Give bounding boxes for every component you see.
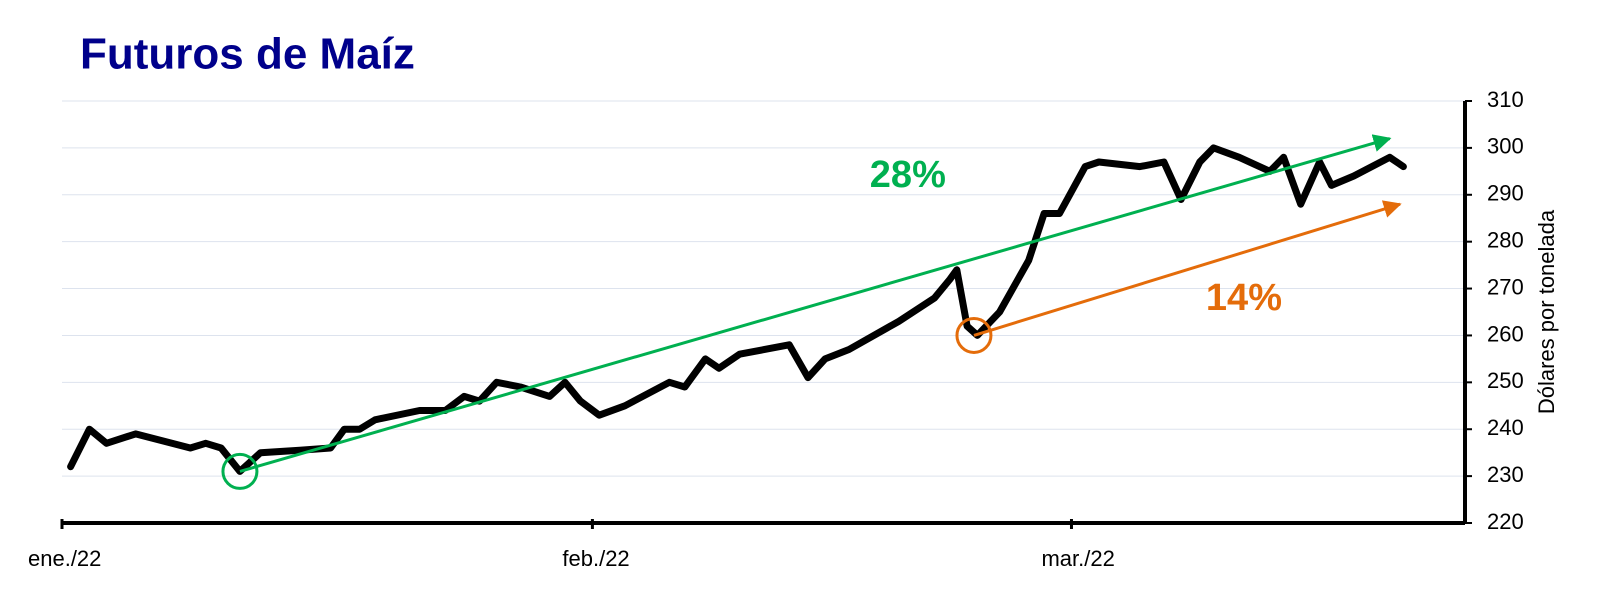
x-tick-label: ene./22 [28, 546, 101, 571]
y-tick-label: 280 [1487, 227, 1524, 252]
annotation: 28% [870, 154, 946, 196]
y-tick-label: 250 [1487, 368, 1524, 393]
annotation: 14% [1206, 277, 1282, 319]
y-tick-label: 310 [1487, 87, 1524, 112]
y-tick-label: 290 [1487, 181, 1524, 206]
start-marker [955, 316, 993, 354]
y-tick-label: 230 [1487, 462, 1524, 487]
start-marker [221, 452, 259, 490]
x-tick-label: mar./22 [1041, 546, 1114, 571]
y-tick-label: 270 [1487, 274, 1524, 299]
trend-arrow [239, 134, 1392, 473]
y-tick-label: 300 [1487, 134, 1524, 159]
y-tick-label: 240 [1487, 415, 1524, 440]
y-axis-label: Dólares por tonelada [1534, 209, 1559, 414]
trend-arrow [973, 200, 1402, 337]
y-tick-label: 260 [1487, 321, 1524, 346]
price-line [67, 144, 1407, 475]
x-tick-label: feb./22 [562, 546, 629, 571]
y-tick-label: 220 [1487, 509, 1524, 534]
chart-title: Futuros de Maíz [80, 30, 415, 79]
